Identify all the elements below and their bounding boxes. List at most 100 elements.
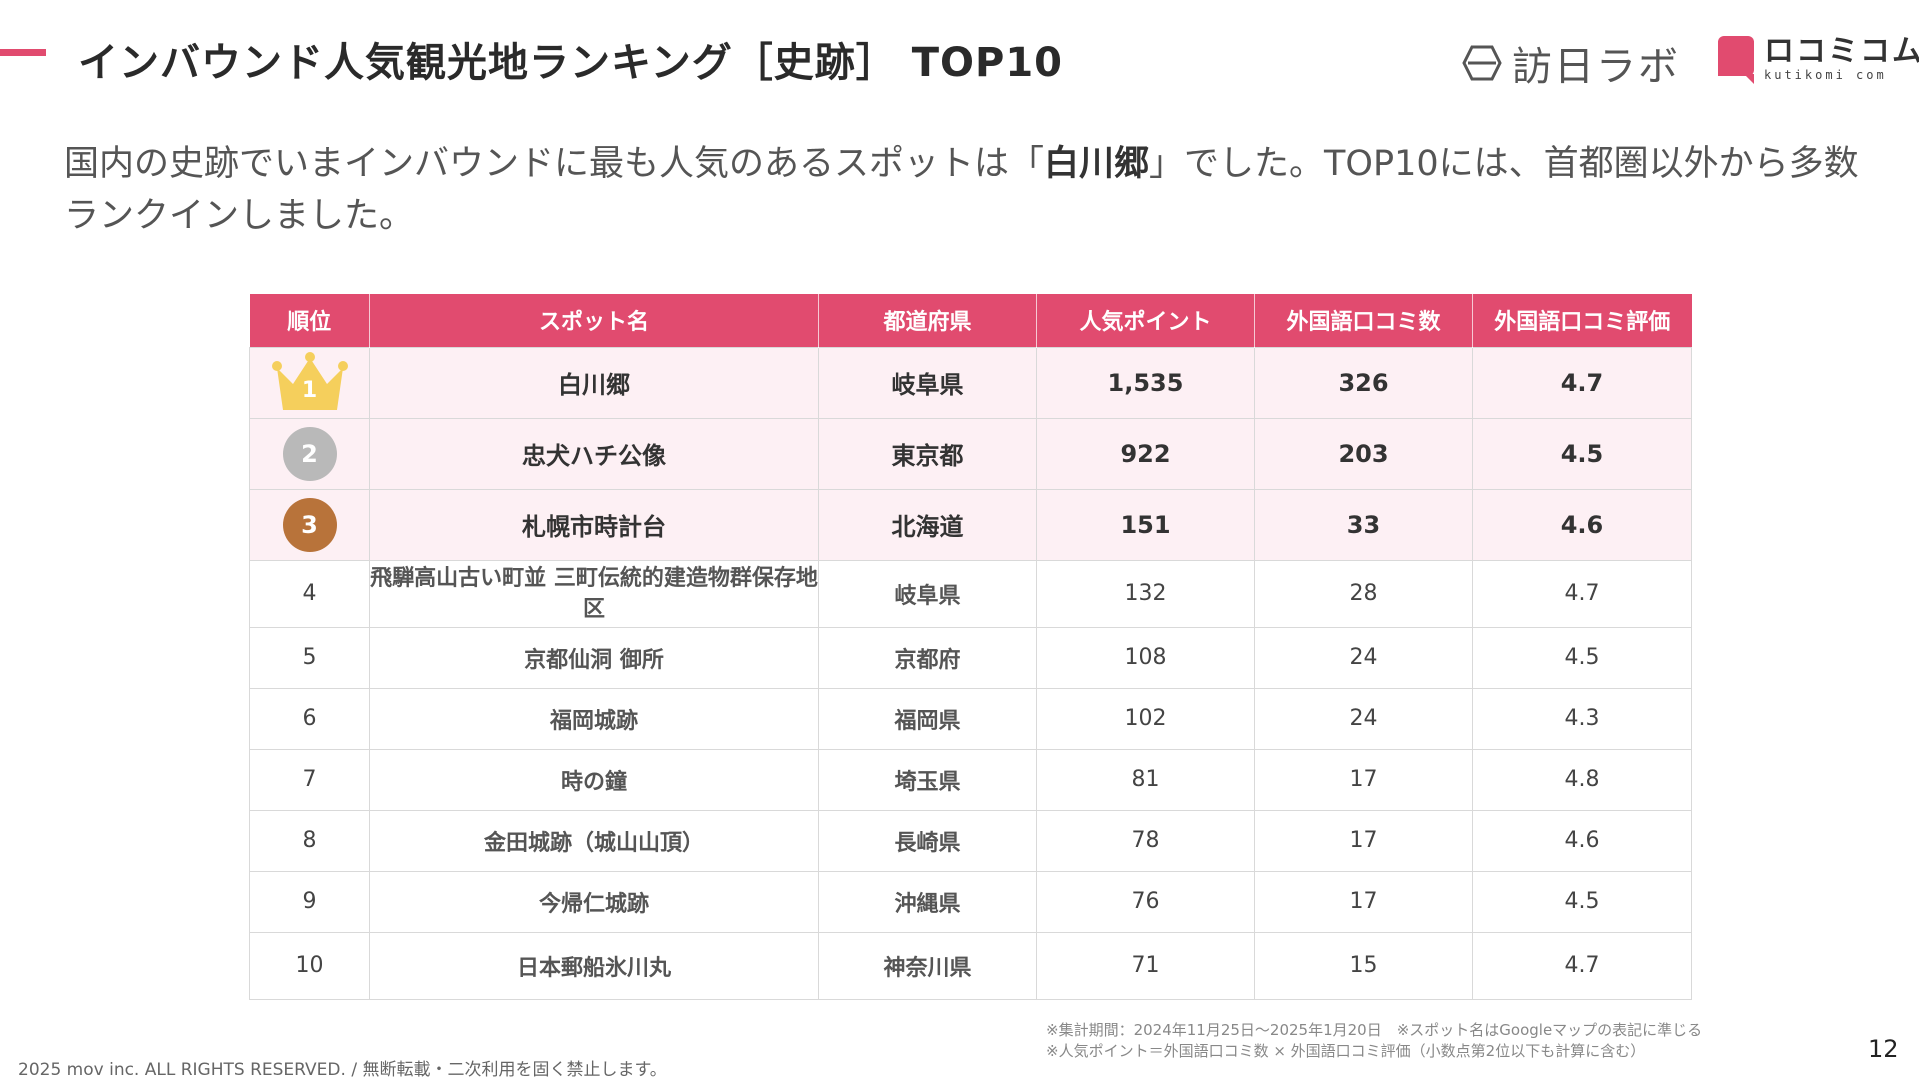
lead-text-after: 」でした。TOP10には、首都圏以外から多数ランクインしました。 (64, 144, 1859, 236)
spot-name-cell: 日本郵船氷川丸 (369, 931, 819, 1000)
points-cell: 76 (1036, 870, 1255, 933)
spot-name-cell: 白川郷 (369, 346, 819, 419)
ranking-table: 順位 スポット名 都道府県 人気ポイント 外国語口コミ数 外国語口コミ評価 1 (249, 294, 1692, 1000)
points-cell: 922 (1036, 417, 1255, 490)
spot-name-cell: 金田城跡（城山山頂） (369, 809, 819, 872)
page-number: 12 (1868, 1035, 1899, 1063)
spot-name-cell: 飛騨高山古い町並 三町伝統的建造物群保存地区 (369, 559, 819, 628)
spot-name-cell: 時の鐘 (369, 748, 819, 811)
header-spot-name: スポット名 (369, 294, 819, 347)
table-row: 5 京都仙洞 御所 京都府 108 24 4.5 (249, 626, 1692, 689)
prefecture-cell: 長崎県 (818, 809, 1037, 872)
rank-number: 1 (301, 377, 318, 403)
spot-name-cell: 今帰仁城跡 (369, 870, 819, 933)
header-popularity-points: 人気ポイント (1036, 294, 1255, 347)
table-row: 7 時の鐘 埼玉県 81 17 4.8 (249, 748, 1692, 811)
spot-name-cell: 福岡城跡 (369, 687, 819, 750)
rating-cell: 4.7 (1472, 346, 1692, 419)
footnote-period: ※集計期間：2024年11月25日〜2025年1月20日 ※スポット名はGoog… (1046, 1021, 1703, 1039)
lead-paragraph: 国内の史跡でいまインバウンドに最も人気のあるスポットは「白川郷」でした。TOP1… (64, 138, 1874, 242)
speech-bubble-icon (1718, 36, 1754, 84)
prefecture-cell: 埼玉県 (818, 748, 1037, 811)
rating-cell: 4.7 (1472, 559, 1692, 628)
rank-cell: 6 (249, 687, 370, 750)
reviews-cell: 28 (1254, 559, 1473, 628)
prefecture-cell: 北海道 (818, 488, 1037, 561)
prefecture-cell: 岐阜県 (818, 346, 1037, 419)
copyright-notice: 2025 mov inc. ALL RIGHTS RESERVED. / 無断転… (18, 1060, 667, 1080)
prefecture-cell: 京都府 (818, 626, 1037, 689)
rating-cell: 4.5 (1472, 870, 1692, 933)
reviews-cell: 24 (1254, 687, 1473, 750)
table-row: 9 今帰仁城跡 沖縄県 76 17 4.5 (249, 870, 1692, 933)
prefecture-cell: 沖縄県 (818, 870, 1037, 933)
spot-name-cell: 忠犬ハチ公像 (369, 417, 819, 490)
reviews-cell: 33 (1254, 488, 1473, 561)
lead-text-before: 国内の史跡でいまインバウンドに最も人気のあるスポットは「 (64, 144, 1045, 184)
points-cell: 108 (1036, 626, 1255, 689)
table-row: 2 忠犬ハチ公像 東京都 922 203 4.5 (249, 417, 1692, 490)
reviews-cell: 17 (1254, 748, 1473, 811)
reviews-cell: 24 (1254, 626, 1473, 689)
rank-cell: 5 (249, 626, 370, 689)
spot-name-cell: 京都仙洞 御所 (369, 626, 819, 689)
header-review-count: 外国語口コミ数 (1254, 294, 1473, 347)
rating-cell: 4.8 (1472, 748, 1692, 811)
rank-cell: 10 (249, 931, 370, 1000)
points-cell: 102 (1036, 687, 1255, 750)
reviews-cell: 17 (1254, 870, 1473, 933)
table-row: 10 日本郵船氷川丸 神奈川県 71 15 4.7 (249, 931, 1692, 1000)
footnote-points-definition: ※人気ポイント＝外国語口コミ数 × 外国語口コミ評価（小数点第2位以下も計算に含… (1046, 1042, 1646, 1060)
header-rank: 順位 (249, 294, 370, 347)
prefecture-cell: 神奈川県 (818, 931, 1037, 1000)
hounichi-labo-logo: 訪日ラボ (1462, 34, 1680, 92)
table-row: 1 白川郷 岐阜県 1,535 326 4.7 (249, 346, 1692, 419)
rank-cell: 2 (249, 417, 370, 490)
footnotes: ※集計期間：2024年11月25日〜2025年1月20日 ※スポット名はGoog… (1046, 1020, 1702, 1062)
rating-cell: 4.5 (1472, 626, 1692, 689)
rank-cell: 9 (249, 870, 370, 933)
rank-cell: 7 (249, 748, 370, 811)
title-accent-bar (0, 49, 46, 56)
reviews-cell: 203 (1254, 417, 1473, 490)
rating-cell: 4.6 (1472, 809, 1692, 872)
table-row: 4 飛騨高山古い町並 三町伝統的建造物群保存地区 岐阜県 132 28 4.7 (249, 559, 1692, 628)
points-cell: 71 (1036, 931, 1255, 1000)
rank-cell: 1 (249, 346, 370, 419)
header-review-rating: 外国語口コミ評価 (1472, 294, 1692, 347)
reviews-cell: 17 (1254, 809, 1473, 872)
spot-name-cell: 札幌市時計台 (369, 488, 819, 561)
rating-cell: 4.3 (1472, 687, 1692, 750)
header-prefecture: 都道府県 (818, 294, 1037, 347)
rating-cell: 4.6 (1472, 488, 1692, 561)
points-cell: 1,535 (1036, 346, 1255, 419)
table-header-row: 順位 スポット名 都道府県 人気ポイント 外国語口コミ数 外国語口コミ評価 (249, 294, 1692, 347)
reviews-cell: 15 (1254, 931, 1473, 1000)
kuchikomi-logo-subtext: kutikomi com (1764, 68, 1887, 82)
rank-cell: 4 (249, 559, 370, 628)
points-cell: 132 (1036, 559, 1255, 628)
rank-cell: 3 (249, 488, 370, 561)
points-cell: 81 (1036, 748, 1255, 811)
prefecture-cell: 福岡県 (818, 687, 1037, 750)
table-row: 3 札幌市時計台 北海道 151 33 4.6 (249, 488, 1692, 561)
hounichi-labo-logo-text: 訪日ラボ (1512, 44, 1680, 90)
hexagon-icon (1462, 45, 1502, 81)
points-cell: 151 (1036, 488, 1255, 561)
silver-medal-badge: 2 (282, 426, 337, 481)
gold-crown-icon: 1 (271, 351, 349, 414)
reviews-cell: 326 (1254, 346, 1473, 419)
rating-cell: 4.5 (1472, 417, 1692, 490)
prefecture-cell: 東京都 (818, 417, 1037, 490)
prefecture-cell: 岐阜県 (818, 559, 1037, 628)
bronze-medal-badge: 3 (282, 497, 337, 552)
page-title: インバウンド人気観光地ランキング［史跡］ TOP10 (78, 40, 1063, 86)
table-row: 8 金田城跡（城山山頂） 長崎県 78 17 4.6 (249, 809, 1692, 872)
rank-cell: 8 (249, 809, 370, 872)
lead-highlight: 白川郷 (1044, 144, 1150, 184)
kuchikomi-logo-text: ロコミコム (1764, 34, 1919, 69)
table-row: 6 福岡城跡 福岡県 102 24 4.3 (249, 687, 1692, 750)
kuchikomi-logo: ロコミコム kutikomi com (1718, 34, 1919, 84)
points-cell: 78 (1036, 809, 1255, 872)
rating-cell: 4.7 (1472, 931, 1692, 1000)
